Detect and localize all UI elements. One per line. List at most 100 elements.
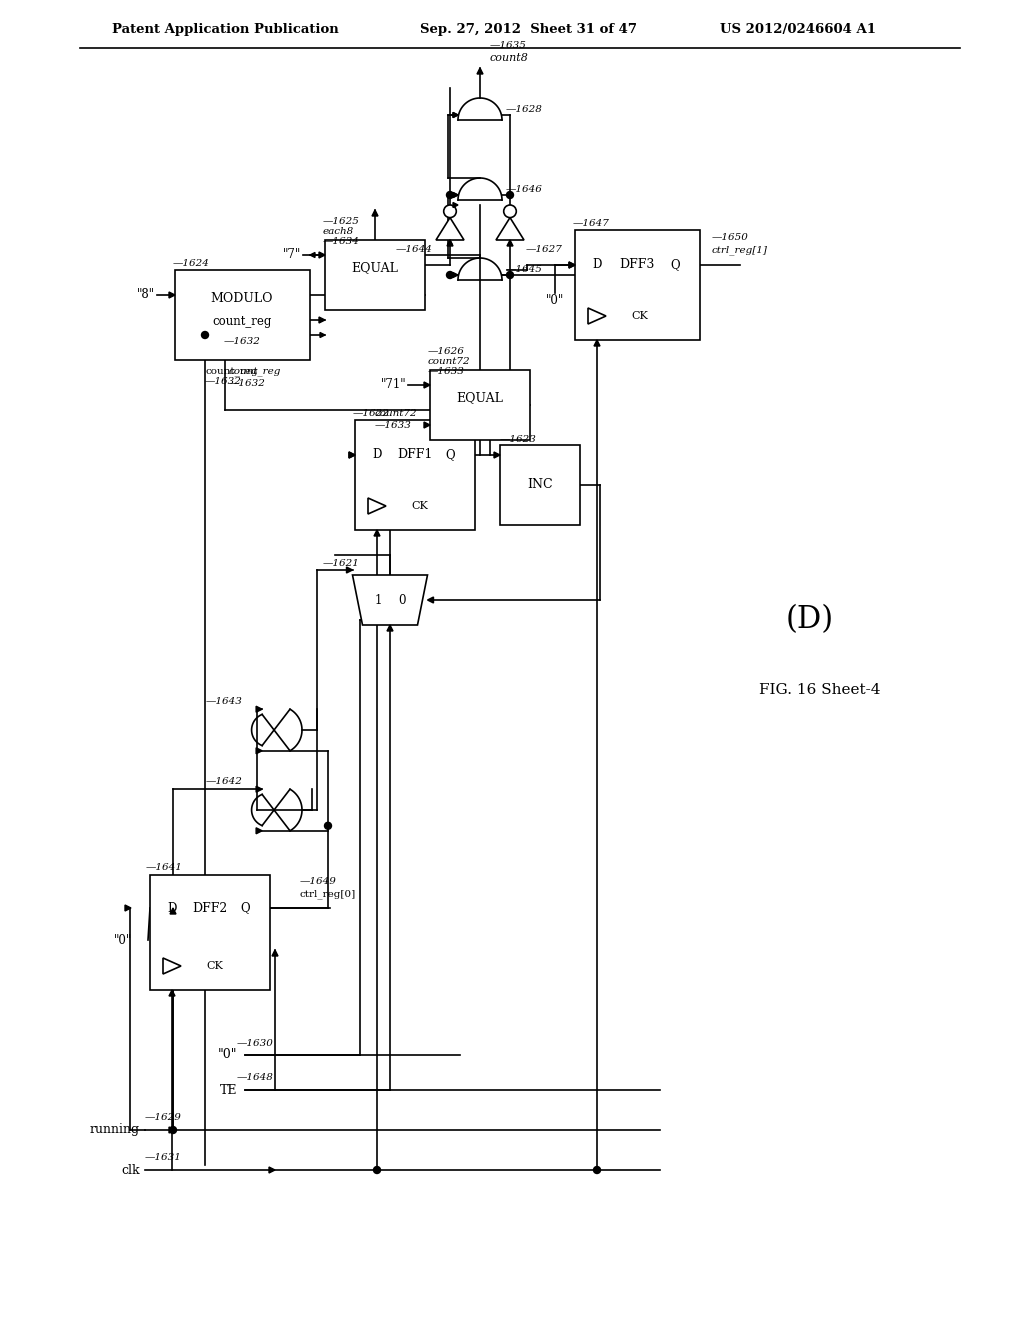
- Text: —1645: —1645: [506, 264, 543, 273]
- Polygon shape: [169, 990, 175, 997]
- Text: —1634: —1634: [323, 238, 359, 247]
- Polygon shape: [368, 498, 386, 513]
- Bar: [500, 445, 580, 525]
- Text: Patent Application Publication: Patent Application Publication: [112, 24, 339, 37]
- Text: D: D: [592, 259, 602, 272]
- Circle shape: [170, 1126, 176, 1134]
- Text: —1642: —1642: [205, 776, 242, 785]
- Text: "8": "8": [137, 289, 155, 301]
- Circle shape: [446, 191, 454, 198]
- Text: 0: 0: [398, 594, 406, 606]
- Circle shape: [507, 272, 513, 279]
- Text: running: running: [90, 1123, 140, 1137]
- Text: CK: CK: [632, 312, 648, 321]
- Circle shape: [594, 1167, 600, 1173]
- Polygon shape: [256, 706, 262, 713]
- Text: EQUAL: EQUAL: [457, 392, 504, 404]
- Text: —1649: —1649: [300, 878, 337, 887]
- Text: DFF2: DFF2: [193, 902, 227, 915]
- Polygon shape: [374, 531, 380, 536]
- Text: TE: TE: [219, 1084, 237, 1097]
- Bar: [430, 370, 530, 440]
- Polygon shape: [310, 252, 315, 257]
- Circle shape: [507, 191, 513, 198]
- Text: —1621: —1621: [323, 558, 359, 568]
- Text: FIG. 16 Sheet-4: FIG. 16 Sheet-4: [759, 682, 881, 697]
- Text: count72: count72: [375, 408, 418, 417]
- Text: —1626: —1626: [428, 347, 465, 356]
- Text: "0": "0": [114, 933, 132, 946]
- Text: each8: each8: [323, 227, 354, 236]
- Polygon shape: [387, 624, 393, 631]
- Polygon shape: [372, 210, 378, 216]
- Text: —1646: —1646: [506, 185, 543, 194]
- Text: EQUAL: EQUAL: [351, 261, 398, 275]
- Text: Sep. 27, 2012  Sheet 31 of 47: Sep. 27, 2012 Sheet 31 of 47: [420, 24, 637, 37]
- Text: Q: Q: [670, 259, 680, 272]
- Polygon shape: [319, 252, 325, 257]
- Text: 1: 1: [375, 594, 382, 606]
- Polygon shape: [447, 240, 453, 246]
- Polygon shape: [436, 218, 464, 240]
- Polygon shape: [125, 906, 131, 911]
- Polygon shape: [424, 381, 430, 388]
- Polygon shape: [269, 1167, 275, 1173]
- Polygon shape: [272, 950, 278, 956]
- Text: —1631: —1631: [145, 1154, 182, 1163]
- Polygon shape: [453, 193, 458, 198]
- Text: DFF1: DFF1: [397, 449, 433, 462]
- Text: —1647: —1647: [573, 219, 610, 228]
- Text: —1633: —1633: [375, 421, 412, 429]
- Text: count72: count72: [428, 358, 471, 367]
- Text: —1648: —1648: [237, 1073, 273, 1082]
- Polygon shape: [169, 1127, 175, 1133]
- Text: D: D: [167, 902, 177, 915]
- Text: —1633: —1633: [428, 367, 465, 376]
- Polygon shape: [453, 202, 458, 207]
- Polygon shape: [453, 272, 458, 277]
- Text: MODULO: MODULO: [211, 292, 273, 305]
- Text: CK: CK: [207, 961, 223, 972]
- Bar: [325, 240, 425, 310]
- Polygon shape: [588, 308, 606, 323]
- Polygon shape: [494, 451, 500, 458]
- Text: count_reg: count_reg: [229, 367, 282, 376]
- Polygon shape: [352, 576, 427, 624]
- Text: Q: Q: [445, 449, 455, 462]
- Polygon shape: [569, 261, 575, 268]
- Text: —1650: —1650: [712, 234, 749, 243]
- Bar: [355, 420, 475, 531]
- Polygon shape: [453, 193, 458, 198]
- Polygon shape: [349, 451, 355, 458]
- Polygon shape: [319, 317, 325, 323]
- Text: "7": "7": [283, 248, 301, 261]
- Circle shape: [443, 205, 457, 218]
- Text: INC: INC: [527, 479, 553, 491]
- Bar: [150, 875, 270, 990]
- Text: "71": "71": [380, 379, 406, 392]
- Text: count_reg: count_reg: [205, 367, 258, 376]
- Text: —1630: —1630: [237, 1039, 273, 1048]
- Text: ctrl_reg[0]: ctrl_reg[0]: [300, 890, 356, 899]
- Polygon shape: [256, 787, 262, 792]
- Text: (D): (D): [786, 605, 835, 635]
- Polygon shape: [569, 261, 575, 268]
- Text: —1641: —1641: [146, 862, 183, 871]
- Polygon shape: [453, 112, 458, 117]
- Polygon shape: [507, 240, 513, 246]
- Polygon shape: [169, 292, 175, 298]
- Text: —1624: —1624: [173, 260, 210, 268]
- Text: —1628: —1628: [506, 104, 543, 114]
- Text: —1625: —1625: [323, 218, 359, 227]
- Polygon shape: [453, 112, 458, 117]
- Text: count_reg: count_reg: [212, 315, 271, 329]
- Text: clk: clk: [122, 1163, 140, 1176]
- Polygon shape: [427, 597, 433, 603]
- Text: —1632: —1632: [229, 380, 266, 388]
- Circle shape: [374, 1167, 381, 1173]
- Circle shape: [325, 822, 332, 829]
- Circle shape: [446, 272, 454, 279]
- Polygon shape: [424, 422, 430, 428]
- Circle shape: [202, 331, 209, 338]
- Polygon shape: [477, 69, 483, 74]
